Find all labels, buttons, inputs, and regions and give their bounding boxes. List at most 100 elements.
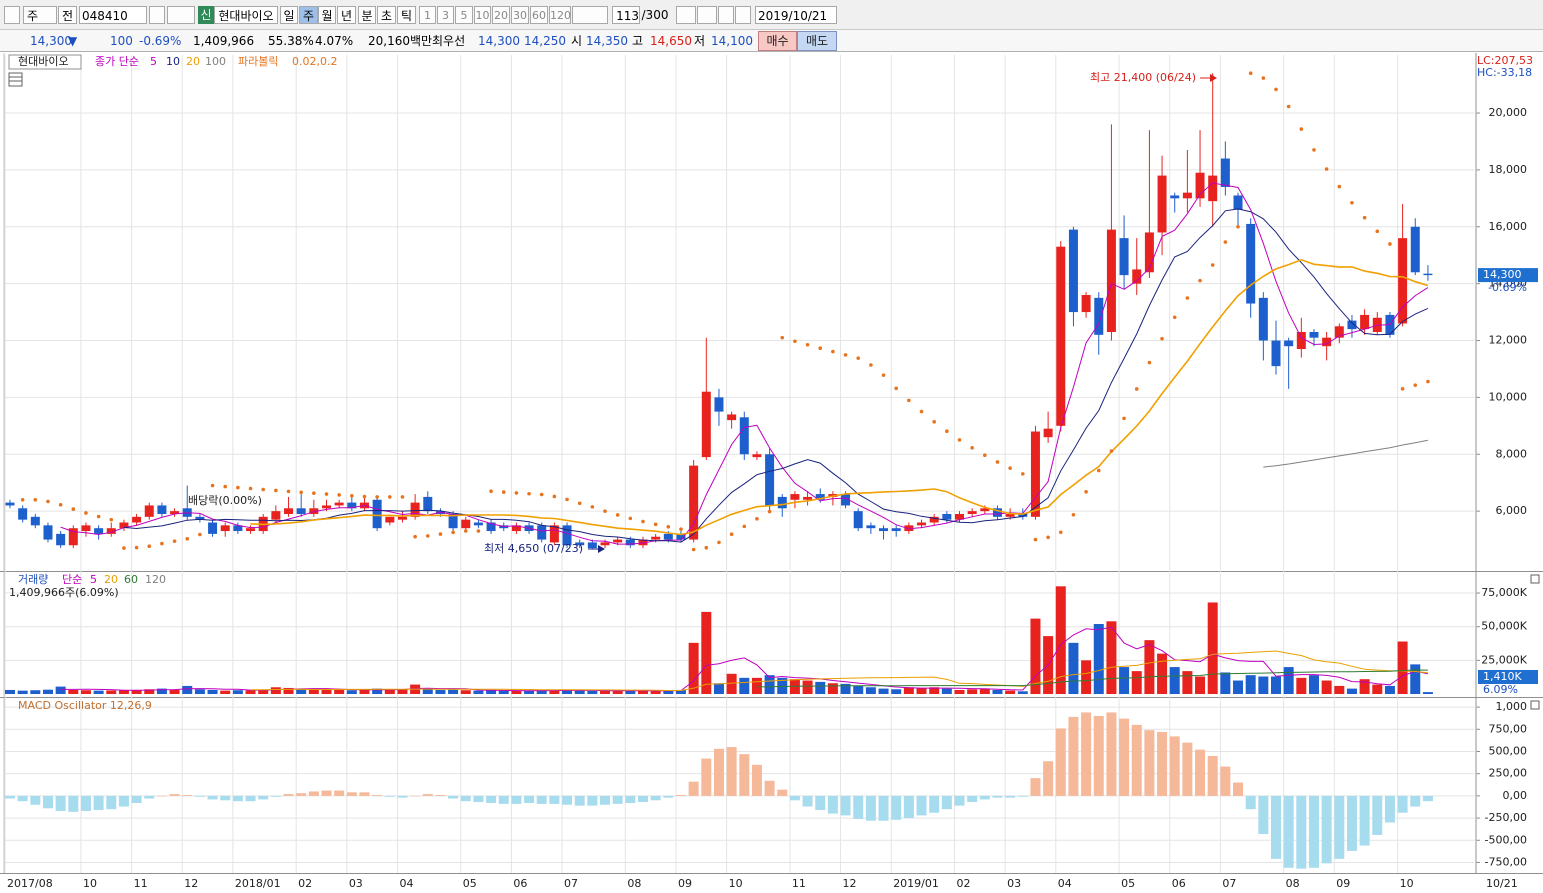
bar [701, 611, 712, 694]
bar [30, 690, 41, 694]
period-button[interactable]: 년 [337, 6, 356, 24]
bar [1410, 664, 1421, 694]
bar [713, 748, 724, 796]
parabolic-sar [1337, 184, 1342, 189]
candle-body [587, 542, 597, 549]
save-button[interactable] [718, 6, 734, 24]
panel-button[interactable] [1530, 700, 1540, 710]
parabolic-sar [717, 540, 721, 545]
bar [42, 795, 53, 809]
volume-rate: 55.38% [268, 34, 314, 48]
candle-body [739, 417, 749, 455]
date-input[interactable]: 2019/10/21 [755, 6, 837, 24]
parabolic-sar [767, 509, 772, 514]
minute-button[interactable]: 60 [530, 6, 548, 24]
count-input[interactable]: 113 [612, 6, 640, 24]
code-input[interactable]: 048410 [79, 6, 147, 24]
bar [1106, 712, 1117, 796]
parabolic-sar [1160, 336, 1164, 341]
bar [1397, 641, 1408, 694]
minute-button[interactable]: 5 [455, 6, 473, 24]
settings-button[interactable] [735, 6, 751, 24]
bar [840, 683, 851, 694]
parabolic-sar [1223, 240, 1228, 244]
mode-button[interactable]: 전 [58, 6, 77, 24]
bar [245, 690, 256, 694]
x-tick-label: 03 [1007, 877, 1021, 890]
minute-button[interactable]: 20 [492, 6, 510, 24]
parabolic-sar [1413, 383, 1418, 387]
bar [220, 690, 231, 694]
parabolic-sar [945, 429, 949, 434]
bar [232, 795, 243, 802]
candle-body [714, 397, 724, 412]
bar [688, 781, 699, 796]
hc-label: HC:-33,18 [1477, 66, 1532, 79]
menu-icon[interactable] [4, 6, 20, 24]
bar [1258, 795, 1269, 835]
bar [1321, 795, 1332, 864]
annotation-arrow-head [1210, 74, 1217, 82]
candle-body [1094, 297, 1104, 335]
bar [169, 689, 180, 694]
sound-button[interactable] [167, 6, 195, 24]
parabolic-sar [160, 541, 164, 546]
high: 14,650 [650, 34, 692, 48]
candle-body [246, 528, 256, 532]
parabolic-sar [1109, 449, 1114, 453]
period-button[interactable]: 틱 [397, 6, 416, 24]
bar [1346, 688, 1357, 694]
candle-body [1068, 229, 1078, 313]
tool-button[interactable] [676, 6, 696, 24]
minute-button[interactable]: 30 [511, 6, 529, 24]
candle-body [1043, 428, 1053, 438]
parabolic-sar [1400, 387, 1405, 391]
panel-button[interactable] [1530, 574, 1540, 584]
legend-name-box[interactable] [8, 54, 82, 70]
bar [346, 690, 357, 694]
minute-button[interactable]: 1 [419, 6, 436, 24]
candle-body [296, 508, 306, 514]
buy-button[interactable]: 매수 [758, 31, 797, 51]
unit-select[interactable] [572, 6, 608, 24]
bar [1195, 749, 1206, 796]
legend-title: 거래량 [18, 573, 48, 586]
candle-body [195, 516, 205, 520]
bar [359, 689, 370, 694]
stock-name[interactable]: 현대바이오 [214, 6, 278, 24]
period-button[interactable]: 일 [280, 6, 298, 24]
bar [1410, 795, 1421, 807]
period-button[interactable]: 주 [299, 6, 318, 24]
x-tick-label: 06 [513, 877, 527, 890]
period-button[interactable]: 분 [358, 6, 376, 24]
bar [967, 795, 978, 803]
bar [1220, 766, 1231, 796]
candle-body [106, 528, 116, 534]
table-icon[interactable] [8, 72, 23, 87]
x-tick-label: 10 [1400, 877, 1414, 890]
bar [1081, 712, 1092, 796]
bar [1245, 675, 1256, 694]
bar [207, 689, 218, 694]
sell-button[interactable]: 매도 [797, 31, 837, 51]
minute-button[interactable]: 3 [437, 6, 454, 24]
bar [321, 790, 332, 796]
minute-button[interactable]: 120 [549, 6, 571, 24]
bar [802, 795, 813, 807]
period-button[interactable]: 초 [377, 6, 396, 24]
search-button[interactable] [149, 6, 165, 24]
parabolic-sar [843, 353, 848, 357]
bar [1030, 618, 1041, 694]
bar [764, 675, 775, 694]
tool-button[interactable] [697, 6, 717, 24]
overlay: 최고 21,400 (06/24) 최저 4,650 (07/23) 배당락(0… [7, 54, 1540, 890]
period-button[interactable]: 월 [318, 6, 336, 24]
x-tick-label: 12 [184, 877, 198, 890]
candle-body [372, 499, 382, 529]
minute-button[interactable]: 10 [474, 6, 491, 24]
bar [283, 687, 294, 694]
parabolic-sar [501, 490, 506, 494]
candle-body [486, 522, 496, 532]
candle-body [1132, 269, 1142, 284]
view-select[interactable]: 주 [23, 6, 57, 24]
